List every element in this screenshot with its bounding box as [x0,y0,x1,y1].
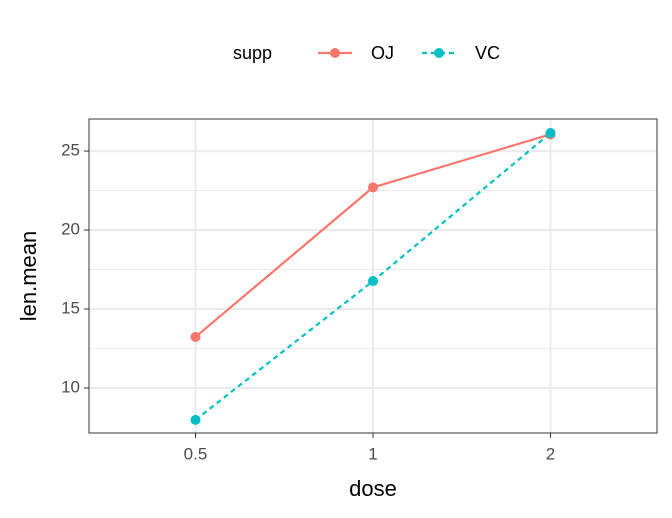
y-tick-label: 25 [61,141,80,160]
data-point [368,182,378,193]
x-tick-label: 1 [368,444,377,463]
data-point [190,414,201,425]
data-point [190,331,201,342]
y-tick-label: 15 [61,298,80,317]
data-point [368,276,378,287]
x-tick-label: 2 [546,444,555,463]
legend-label: VC [475,43,500,63]
legend-title: supp [233,43,272,63]
plot-border [88,118,658,434]
x-tick-label: 0.5 [184,444,208,463]
legend-label: OJ [371,43,394,63]
y-tick-label: 10 [61,377,80,396]
x-axis-title: dose [349,476,397,501]
data-point [545,128,556,139]
legend-key-point [434,48,444,58]
legend-key-point [330,48,340,58]
y-axis-title: len.mean [16,231,41,322]
y-tick-label: 20 [61,220,80,239]
